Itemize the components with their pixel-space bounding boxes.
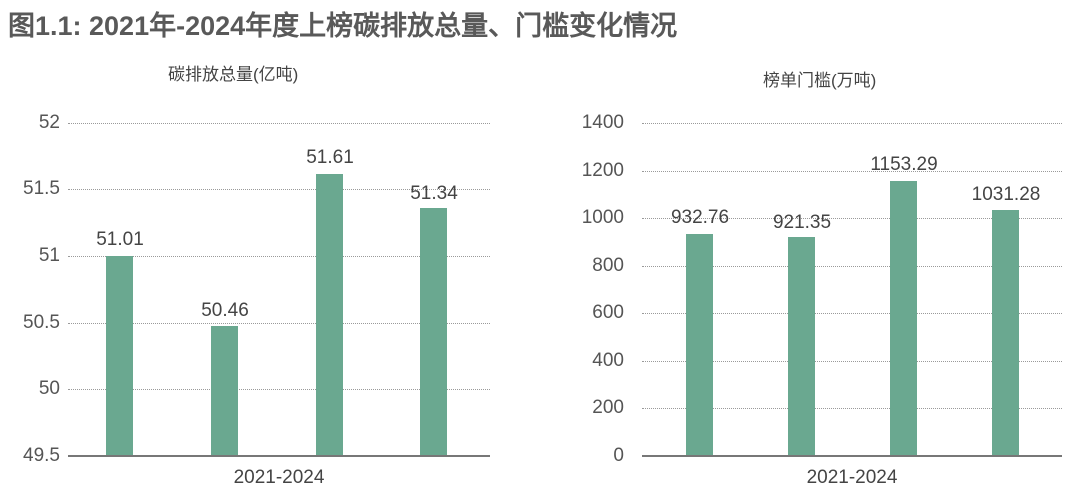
gridline (68, 323, 490, 324)
bar-2022 (788, 237, 815, 456)
y-tick: 1200 (581, 160, 624, 181)
chart-title: 碳排放总量(亿吨) (168, 65, 299, 84)
bar-2022 (211, 326, 238, 456)
gridline (642, 313, 1062, 314)
bar-2021 (106, 256, 133, 456)
y-tick: 50.5 (23, 312, 60, 333)
gridline (68, 256, 490, 257)
value-label: 1031.28 (971, 184, 1041, 205)
figure-title: 图1.1: 2021年-2024年度上榜碳排放总量、门槛变化情况 (8, 11, 678, 41)
chart-title: 榜单门槛(万吨) (763, 71, 877, 90)
gridline (68, 189, 490, 190)
x-axis (642, 455, 1062, 457)
y-tick: 1000 (581, 207, 624, 228)
gridline (642, 266, 1062, 267)
y-tick: 600 (592, 302, 624, 323)
gridline (642, 361, 1062, 362)
bar-2023 (890, 181, 917, 456)
value-label: 1153.29 (870, 154, 938, 175)
y-tick: 200 (592, 397, 624, 418)
value-label: 51.61 (306, 147, 354, 168)
x-axis (68, 455, 490, 457)
y-tick: 1400 (581, 112, 624, 133)
y-tick: 51.5 (23, 178, 60, 199)
value-label: 51.01 (96, 229, 144, 250)
value-label: 51.34 (410, 183, 458, 204)
gridline (642, 123, 1062, 124)
gridline (68, 123, 490, 124)
bar-2021 (686, 234, 713, 456)
y-tick: 800 (592, 255, 624, 276)
gridline (642, 171, 1062, 172)
bar-2024 (992, 210, 1019, 456)
y-tick: 400 (592, 350, 624, 371)
gridline (68, 389, 490, 390)
y-tick: 51 (38, 245, 60, 266)
x-axis-label: 2021-2024 (233, 467, 325, 488)
x-axis-label: 2021-2024 (806, 467, 898, 488)
y-tick: 50 (38, 378, 60, 399)
value-label: 921.35 (772, 212, 832, 233)
y-tick: 0 (613, 445, 624, 466)
bar-2024 (420, 208, 447, 456)
gridline (642, 408, 1062, 409)
value-label: 50.46 (201, 300, 249, 321)
y-tick: 49.5 (23, 445, 60, 466)
value-label: 932.76 (670, 207, 730, 228)
y-tick: 52 (38, 112, 60, 133)
gridline (642, 218, 1062, 219)
bar-2023 (316, 174, 343, 456)
